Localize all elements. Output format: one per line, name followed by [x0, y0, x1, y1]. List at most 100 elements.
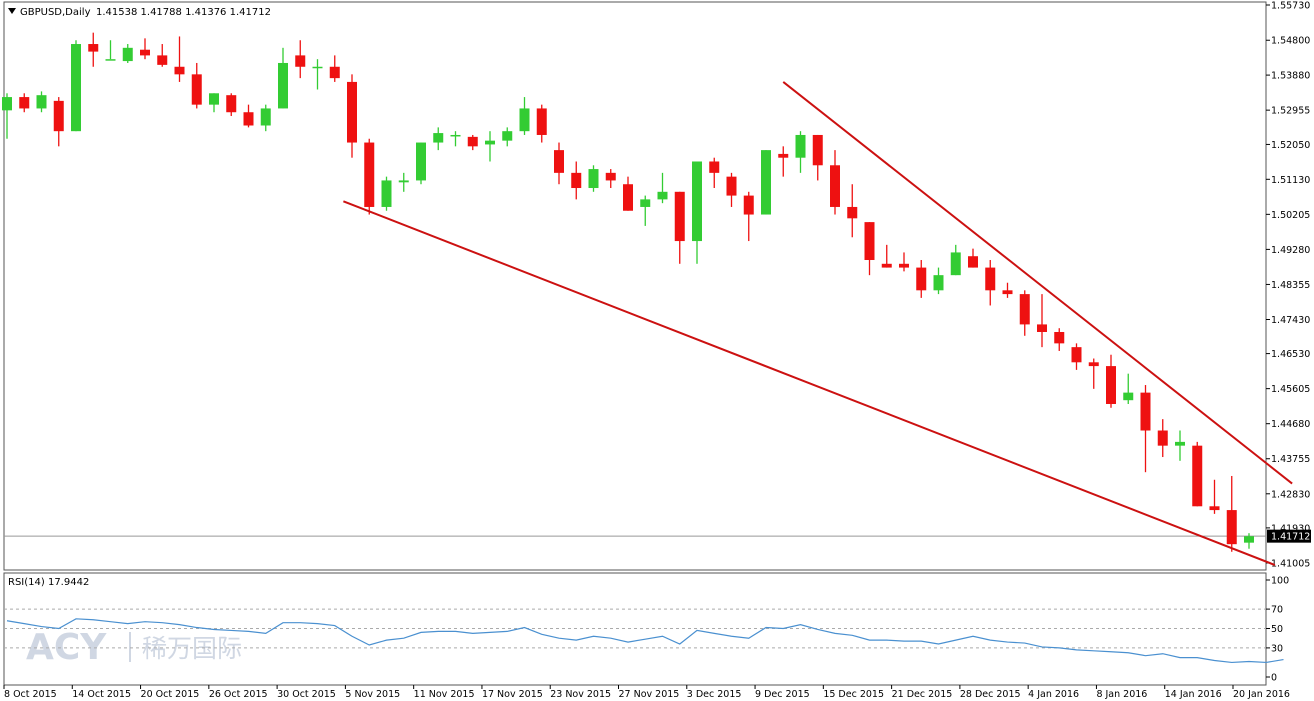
candle-body — [467, 136, 478, 147]
candle-body — [1244, 536, 1254, 543]
candle-body — [933, 275, 944, 291]
price-tick-label: 1.41005 — [1271, 558, 1310, 569]
candle-body — [450, 134, 461, 137]
candle-body — [1175, 441, 1185, 446]
candle-body — [433, 133, 444, 143]
time-tick-label: 9 Dec 2015 — [755, 689, 810, 700]
ohlc-values: 1.41538 1.41788 1.41376 1.41712 — [96, 7, 271, 18]
price-tick-label: 1.50205 — [1271, 210, 1310, 221]
rsi-tick-label: 30 — [1271, 643, 1283, 654]
candle-body — [122, 47, 133, 62]
candle-body — [295, 55, 306, 67]
symbol-label: GBPUSD,Daily — [20, 7, 91, 18]
trendlines — [343, 81, 1293, 566]
candle-body — [519, 108, 530, 132]
candle-body — [847, 206, 858, 219]
time-tick-label: 8 Oct 2015 — [4, 689, 57, 700]
candle-body — [899, 263, 909, 268]
candle-body — [657, 191, 668, 200]
time-tick-label: 20 Jan 2016 — [1233, 689, 1290, 700]
candle-body — [502, 131, 513, 141]
time-tick-label: 5 Nov 2015 — [345, 689, 400, 700]
price-tick-label: 1.45605 — [1271, 384, 1310, 395]
candle-body — [1037, 324, 1047, 332]
candle-body — [260, 108, 271, 126]
candle-body — [243, 112, 254, 126]
candle-body — [1106, 366, 1116, 404]
price-tick-label: 1.42830 — [1271, 489, 1310, 500]
rsi-tick-label: 50 — [1271, 624, 1283, 635]
candle-body — [19, 97, 30, 109]
last-price-marker-label: 1.41712 — [1271, 532, 1310, 543]
candle-body — [778, 153, 789, 158]
time-axis: 8 Oct 2015 14 Oct 2015 20 Oct 2015 26 Oct 2… — [3, 685, 1290, 700]
candle-body — [588, 169, 599, 189]
candle-body — [726, 176, 737, 196]
candle-body — [485, 140, 495, 145]
candle-body — [864, 222, 875, 261]
candle-body — [605, 172, 616, 181]
candle-body — [398, 180, 409, 183]
candle-body — [174, 66, 185, 75]
candle-body — [381, 180, 392, 207]
candle-body — [364, 142, 375, 207]
candle-body — [416, 142, 426, 181]
candle-body — [761, 150, 771, 215]
time-tick-label: 14 Oct 2015 — [72, 689, 131, 700]
candle-body — [278, 62, 288, 109]
price-tick-label: 1.55730 — [1271, 1, 1310, 12]
candle-body — [571, 172, 582, 189]
time-tick-label: 17 Nov 2015 — [482, 689, 543, 700]
candle-body — [2, 97, 12, 111]
time-tick-label: 14 Jan 2016 — [1165, 689, 1222, 700]
candles — [2, 32, 1254, 552]
candle-body — [1123, 392, 1134, 401]
candle-body — [640, 199, 651, 207]
candle-body — [709, 161, 720, 173]
rsi-label: RSI(14) 17.9442 — [8, 577, 89, 588]
candle-body — [1054, 331, 1065, 344]
candle-body — [105, 59, 116, 61]
candle-body — [1019, 294, 1030, 325]
candle-body — [1226, 510, 1237, 545]
price-tick-label: 1.43755 — [1271, 454, 1310, 465]
candle-body — [191, 74, 202, 105]
dropdown-arrow-icon[interactable] — [8, 8, 16, 14]
price-tick-label: 1.47430 — [1271, 315, 1310, 326]
time-tick-label: 3 Dec 2015 — [687, 689, 742, 700]
candle-body — [795, 134, 806, 158]
price-tick-label: 1.52955 — [1271, 106, 1310, 117]
time-tick-label: 8 Jan 2016 — [1096, 689, 1147, 700]
time-tick-label: 20 Oct 2015 — [141, 689, 200, 700]
time-tick-label: 21 Dec 2015 — [892, 689, 953, 700]
time-tick-label: 27 Nov 2015 — [619, 689, 680, 700]
rsi-axis: 100 70 50 30 0 — [1266, 576, 1289, 684]
candle-body — [71, 44, 81, 132]
time-tick-label: 30 Oct 2015 — [277, 689, 336, 700]
candle-body — [916, 267, 927, 291]
candle-body — [743, 195, 754, 215]
candle-body — [209, 93, 219, 105]
price-tick-label: 1.52050 — [1271, 140, 1310, 151]
candle-body — [1071, 347, 1082, 363]
candle-body — [347, 81, 357, 143]
candle-body — [536, 108, 547, 135]
time-tick-label: 28 Dec 2015 — [960, 689, 1021, 700]
candle-body — [88, 44, 99, 52]
candle-body — [674, 191, 685, 242]
price-tick-label: 1.53880 — [1271, 71, 1310, 82]
price-axis: 1.55730 1.54800 1.53880 1.52955 1.52050 1.511… — [1266, 1, 1310, 569]
rsi-line — [6, 618, 1284, 664]
trendline-upper — [782, 81, 1293, 485]
last-price-marker-bg — [1267, 529, 1311, 543]
candle-body — [140, 49, 150, 56]
candle-body — [692, 161, 702, 242]
candle-body — [36, 95, 47, 109]
rsi-tick-label: 70 — [1271, 605, 1283, 616]
trendline-lower — [343, 200, 1276, 566]
candle-body — [1209, 506, 1220, 511]
candle-body — [554, 150, 564, 173]
candle-body — [812, 134, 823, 166]
candle-body — [950, 252, 961, 276]
